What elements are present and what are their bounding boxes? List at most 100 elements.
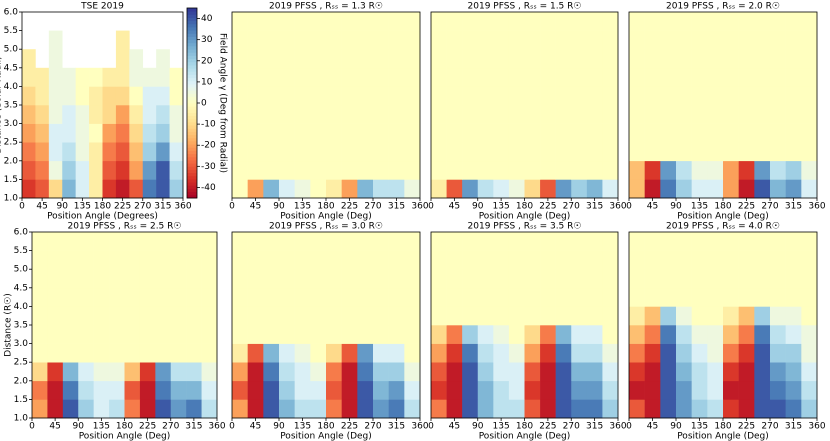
- colorbar-step: [187, 128, 197, 132]
- heatmap-cell: [723, 142, 739, 162]
- heatmap-cell: [232, 86, 248, 106]
- heatmap-cell: [48, 105, 63, 124]
- heatmap-cell: [310, 343, 327, 363]
- heatmap-cell: [373, 306, 389, 326]
- colorbar-step: [187, 156, 197, 161]
- heatmap-cell: [142, 86, 157, 106]
- heatmap-cell: [629, 380, 645, 400]
- heatmap-cell: [78, 325, 94, 344]
- heatmap-cell: [32, 306, 48, 326]
- heatmap-cell: [89, 105, 103, 124]
- heatmap-cell: [109, 269, 125, 289]
- heatmap-cell: [524, 343, 541, 363]
- heatmap-cell: [62, 123, 76, 143]
- heatmap-cell: [155, 287, 172, 307]
- heatmap-cell: [404, 306, 421, 326]
- heatmap-cell: [310, 160, 327, 180]
- heatmap-cell: [170, 232, 187, 251]
- x-axis-label: Position Angle (Degrees): [47, 212, 158, 222]
- heatmap-cell: [707, 179, 724, 199]
- heatmap-cell: [388, 30, 405, 50]
- heatmap-cell: [326, 232, 342, 251]
- heatmap-cell: [707, 306, 724, 326]
- heatmap-cell: [540, 160, 556, 180]
- heatmap-cell: [676, 232, 692, 251]
- heatmap-cell: [431, 30, 447, 50]
- heatmap-cell: [707, 105, 724, 124]
- heatmap-cell: [294, 269, 311, 289]
- heatmap-cell: [602, 269, 619, 289]
- heatmap-cell: [555, 343, 572, 363]
- heatmap-cell: [691, 380, 708, 400]
- colorbar-step: [187, 188, 197, 193]
- heatmap-cell: [404, 179, 421, 199]
- x-tick-label: 360: [808, 202, 825, 212]
- heatmap-cell: [48, 67, 63, 87]
- colorbar-tick-label: -10: [201, 120, 216, 130]
- heatmap-cell: [47, 325, 64, 344]
- x-tick-label: 90: [670, 422, 682, 432]
- panel-title: 2019 PFSS , Rₛₛ = 2.5 R☉: [68, 222, 182, 232]
- heatmap-cell: [373, 123, 389, 143]
- heatmap-cell: [142, 160, 157, 180]
- heatmap-cell: [446, 362, 463, 382]
- heatmap-cell: [629, 399, 645, 419]
- heatmap-cell: [785, 12, 802, 31]
- heatmap-cell: [629, 250, 645, 270]
- x-tick-label: 45: [647, 422, 658, 432]
- heatmap-cell: [691, 67, 708, 87]
- heatmap-cell: [388, 399, 405, 419]
- heatmap-cell: [93, 399, 110, 419]
- heatmap-cell: [644, 86, 661, 106]
- heatmap-cell: [35, 123, 50, 143]
- x-tick-label: 90: [670, 202, 682, 212]
- heatmap-cell: [75, 105, 90, 124]
- heatmap-cell: [493, 269, 510, 289]
- x-tick-label: 225: [341, 422, 358, 432]
- heatmap-cell: [263, 179, 280, 199]
- heatmap-cell: [142, 179, 157, 199]
- x-tick-label: 315: [785, 422, 802, 432]
- x-axis-label: Position Angle (Deg): [677, 212, 769, 222]
- heatmap-cell: [75, 142, 90, 162]
- heatmap-cell: [22, 49, 36, 69]
- heatmap-cell: [47, 250, 64, 270]
- heatmap-cell: [462, 49, 479, 69]
- heatmap-cell: [373, 399, 389, 419]
- x-tick-label: 180: [317, 202, 334, 212]
- heatmap-cell: [524, 105, 541, 124]
- heatmap-cell: [555, 325, 572, 344]
- heatmap-cell: [341, 362, 358, 382]
- heatmap-cell: [723, 343, 739, 363]
- heatmap-cell: [341, 123, 358, 143]
- heatmap-cell: [508, 325, 525, 344]
- heatmap-cell: [32, 380, 48, 400]
- heatmap-cell: [89, 67, 103, 87]
- heatmap-cell: [462, 123, 479, 143]
- heatmap-cell: [660, 287, 677, 307]
- heatmap-cell: [156, 67, 170, 87]
- heatmap-cell: [431, 343, 447, 363]
- heatmap-cell: [707, 362, 724, 382]
- heatmap-cell: [404, 160, 421, 180]
- heatmap-cell: [754, 343, 771, 363]
- colorbar-step: [187, 49, 197, 53]
- heatmap-cell: [691, 362, 708, 382]
- heatmap-cell: [62, 86, 76, 106]
- heatmap-cell: [102, 105, 117, 124]
- heatmap-cell: [115, 86, 130, 106]
- heatmap-cell: [738, 86, 755, 106]
- heatmap-cell: [78, 343, 94, 363]
- heatmap-cell: [629, 306, 645, 326]
- heatmap-cell: [738, 362, 755, 382]
- heatmap-cell: [691, 399, 708, 419]
- heatmap-cell: [32, 325, 48, 344]
- heatmap-cell: [660, 12, 677, 31]
- heatmap-cell: [770, 325, 786, 344]
- heatmap-cell: [462, 12, 479, 31]
- heatmap-cell: [62, 325, 79, 344]
- heatmap-cell: [707, 287, 724, 307]
- heatmap-cell: [139, 306, 156, 326]
- colorbar-step: [187, 36, 197, 41]
- heatmap-cell: [540, 399, 556, 419]
